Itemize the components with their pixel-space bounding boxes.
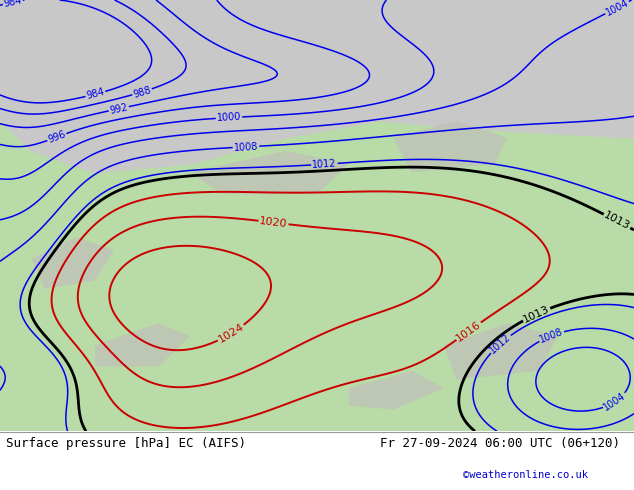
Text: 1012: 1012 <box>488 332 513 356</box>
Polygon shape <box>349 371 444 410</box>
Text: 1008: 1008 <box>233 141 259 152</box>
Polygon shape <box>190 151 349 194</box>
Text: Fr 27-09-2024 06:00 UTC (06+120): Fr 27-09-2024 06:00 UTC (06+120) <box>380 437 621 450</box>
Polygon shape <box>95 323 190 367</box>
Text: ©weatheronline.co.uk: ©weatheronline.co.uk <box>463 470 588 480</box>
Text: 1013: 1013 <box>522 304 552 324</box>
Text: 992: 992 <box>108 102 129 116</box>
Text: 1020: 1020 <box>259 216 288 229</box>
Polygon shape <box>444 323 558 379</box>
Text: 988: 988 <box>132 84 152 99</box>
Polygon shape <box>393 121 507 172</box>
Polygon shape <box>32 237 114 289</box>
Text: 1000: 1000 <box>216 112 242 123</box>
Text: 984: 984 <box>85 87 106 101</box>
Text: 1024: 1024 <box>216 322 246 345</box>
Text: 1012: 1012 <box>312 158 337 170</box>
Text: 1004: 1004 <box>602 391 628 413</box>
Text: 984: 984 <box>3 0 23 9</box>
Text: 1004: 1004 <box>604 0 630 18</box>
Text: 1013: 1013 <box>602 210 631 232</box>
Text: 1016: 1016 <box>455 319 483 343</box>
Text: 1008: 1008 <box>538 327 564 345</box>
Text: Surface pressure [hPa] EC (AIFS): Surface pressure [hPa] EC (AIFS) <box>6 437 247 450</box>
Text: 996: 996 <box>46 129 67 145</box>
Polygon shape <box>0 0 634 172</box>
